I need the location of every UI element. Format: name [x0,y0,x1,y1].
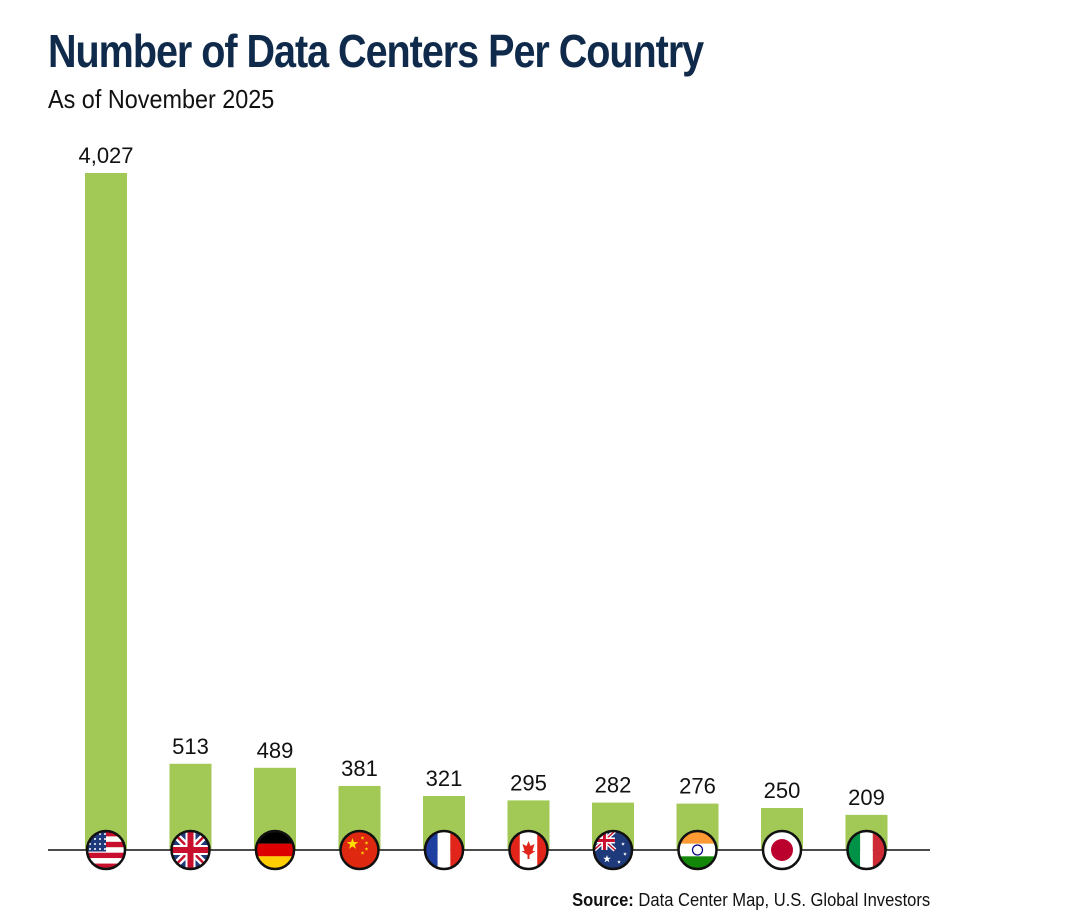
source-note: Source: Data Center Map, U.S. Global Inv… [572,890,930,911]
value-label: 209 [848,785,885,810]
uk-flag-icon [170,829,211,871]
japan-flag-icon [761,829,803,871]
source-text: Data Center Map, U.S. Global Investors [638,890,930,910]
france-flag-icon [423,829,465,871]
flags-group [85,829,887,871]
value-label: 250 [764,778,801,803]
value-label: 276 [679,774,716,799]
value-label: 489 [257,738,294,763]
value-label: 381 [341,756,378,781]
value-label: 282 [595,773,632,798]
canada-flag-icon [508,829,549,871]
chart-title: Number of Data Centers Per Country [48,25,704,77]
india-flag-icon [677,829,718,871]
source-label: Source: [571,890,634,910]
germany-flag-icon [254,829,296,871]
italy-flag-icon [846,829,887,871]
bar-united-states [85,173,127,850]
value-labels-group: 4,027 513 489 381 321 295 282 276 250 209 [78,143,884,810]
australia-flag-icon [592,829,634,871]
chart-subtitle: As of November 2025 [48,84,275,114]
value-label: 321 [426,766,463,791]
value-label: 513 [172,734,209,759]
value-label: 295 [510,770,547,795]
china-flag-icon [339,829,380,871]
us-flag-icon [85,829,127,871]
value-label: 4,027 [78,143,133,168]
